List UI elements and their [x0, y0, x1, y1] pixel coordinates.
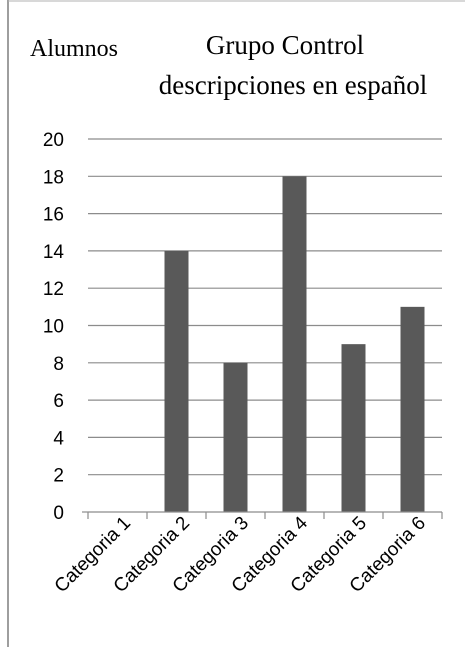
bar: [164, 250, 189, 512]
x-axis: [82, 511, 443, 519]
y-tick-label: 2: [53, 466, 64, 487]
bar: [400, 306, 425, 512]
chart-title-line-2: descripciones en español: [159, 70, 427, 100]
y-tick-label: 6: [53, 391, 64, 412]
bar: [282, 176, 307, 513]
y-tick-label: 10: [43, 317, 64, 338]
y-tick-label: 0: [53, 503, 64, 524]
y-tick-label: 4: [53, 428, 64, 449]
y-axis-label: Alumnos: [30, 36, 118, 62]
y-tick-label: 12: [43, 279, 64, 300]
bar: [341, 344, 366, 512]
y-tick-labels: 0 2 4 6 8 10 12 14 16 18 20: [43, 130, 65, 524]
y-tick-label: 16: [43, 205, 64, 226]
y-tick-label: 8: [53, 354, 64, 375]
y-tick-label: 14: [43, 242, 65, 263]
bars: [164, 176, 425, 513]
gridlines: [88, 138, 442, 476]
y-tick-label: 18: [43, 167, 64, 188]
y-tick-label: 20: [43, 130, 64, 151]
bar: [223, 362, 248, 512]
chart-title-line-1: Grupo Control: [206, 30, 364, 60]
